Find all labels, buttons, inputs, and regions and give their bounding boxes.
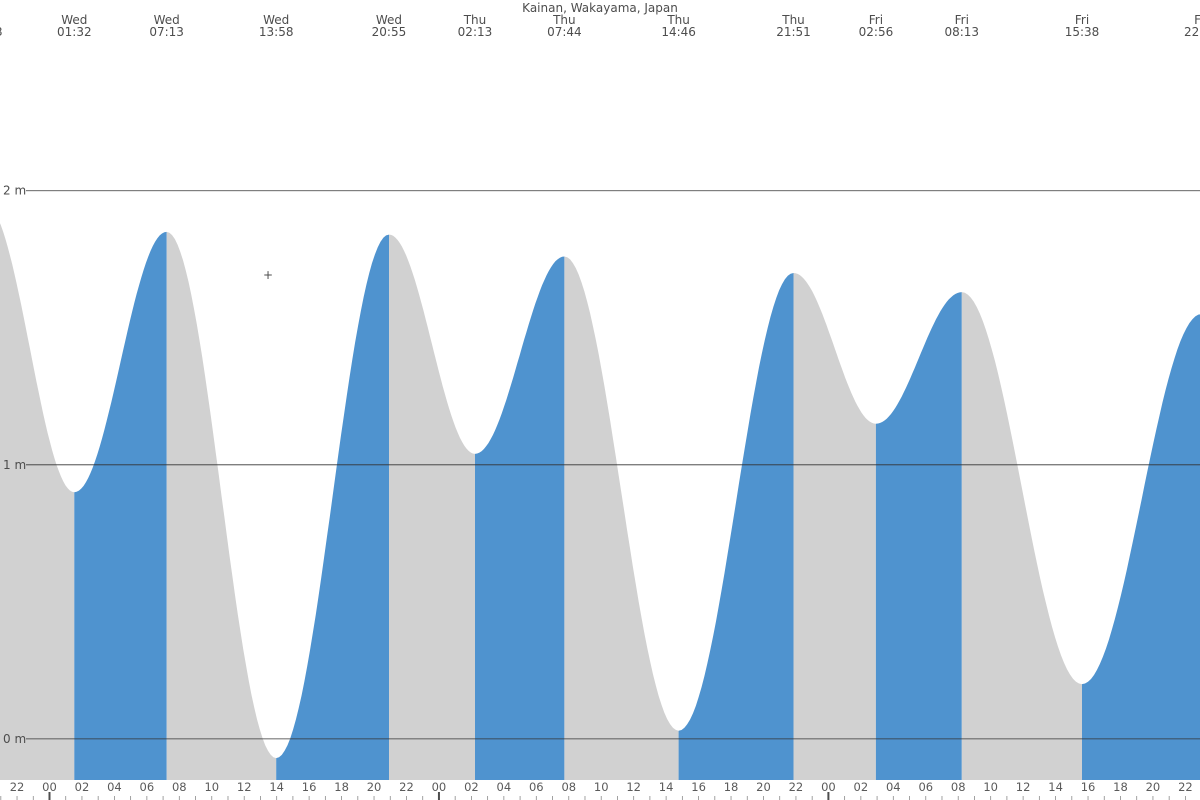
hour-tick-label: 20 xyxy=(756,780,771,794)
cursor-crosshair: + xyxy=(263,268,273,282)
hour-tick-label: 02 xyxy=(464,780,479,794)
extreme-day-label: Fri xyxy=(1075,13,1089,27)
hour-tick-label: 10 xyxy=(983,780,998,794)
level-label: 2 m xyxy=(3,184,26,198)
hour-tick-label: 02 xyxy=(854,780,869,794)
extreme-time-label: 07:13 xyxy=(149,25,184,39)
hour-tick-label: 00 xyxy=(42,780,57,794)
falling-tide-segment xyxy=(793,273,876,780)
extreme-time-label: 22:59 xyxy=(1184,25,1200,39)
hour-tick-label: 12 xyxy=(1016,780,1031,794)
hour-tick-label: 20 xyxy=(367,780,382,794)
extreme-day-label: Wed xyxy=(61,13,87,27)
rising-tide-segment xyxy=(678,273,794,780)
extreme-time-label: 15:38 xyxy=(1065,25,1100,39)
extreme-day-label: Wed xyxy=(263,13,289,27)
hour-tick-label: 06 xyxy=(918,780,933,794)
hour-tick-label: 08 xyxy=(172,780,187,794)
hour-tick-label: 10 xyxy=(594,780,609,794)
tide-fill-layer xyxy=(0,223,1200,781)
hour-tick-label: 16 xyxy=(691,780,706,794)
hour-tick-label: 12 xyxy=(237,780,252,794)
extreme-day-label: Thu xyxy=(463,13,487,27)
hour-tick-label: 14 xyxy=(269,780,284,794)
extreme-time-label: 20:55 xyxy=(372,25,407,39)
extreme-day-label: Fri xyxy=(1194,13,1200,27)
hour-tick-label: 00 xyxy=(432,780,447,794)
rising-tide-segment xyxy=(475,256,565,780)
hour-tick-label: 16 xyxy=(1081,780,1096,794)
hour-tick-label: 20 xyxy=(1146,780,1161,794)
extreme-label-layer: Tue20:03Wed01:32Wed07:13Wed13:58Wed20:55… xyxy=(0,13,1200,39)
extreme-time-label: 02:13 xyxy=(458,25,493,39)
chart-title: Kainan, Wakayama, Japan xyxy=(522,1,678,15)
falling-tide-segment xyxy=(564,256,679,780)
extreme-time-label: 14:46 xyxy=(661,25,696,39)
hour-tick-label: 00 xyxy=(821,780,836,794)
extreme-day-label: Thu xyxy=(781,13,805,27)
extreme-day-label: Wed xyxy=(154,13,180,27)
hour-tick-label: 04 xyxy=(886,780,901,794)
hour-tick-label: 16 xyxy=(302,780,317,794)
extreme-time-label: 21:51 xyxy=(776,25,811,39)
falling-tide-segment xyxy=(961,292,1082,780)
rising-tide-segment xyxy=(276,234,389,781)
extreme-day-label: Wed xyxy=(376,13,402,27)
extreme-time-label: 08:13 xyxy=(944,25,979,39)
falling-tide-segment xyxy=(166,231,277,780)
hour-tick-label: 22 xyxy=(1178,780,1193,794)
extreme-time-label: 13:58 xyxy=(259,25,294,39)
hour-tick-label: 18 xyxy=(724,780,739,794)
hour-tick-label: 12 xyxy=(626,780,641,794)
extreme-day-label: Fri xyxy=(869,13,883,27)
extreme-time-label: 20:03 xyxy=(0,25,3,39)
hour-tick-label: 08 xyxy=(561,780,576,794)
hour-tick-label: 14 xyxy=(1048,780,1063,794)
hour-tick-label: 06 xyxy=(529,780,544,794)
hour-tick-label: 08 xyxy=(951,780,966,794)
hour-tick-label: 18 xyxy=(1113,780,1128,794)
hour-tick-label: 04 xyxy=(497,780,512,794)
hour-tick-label: 18 xyxy=(334,780,349,794)
extreme-day-label: Thu xyxy=(666,13,690,27)
hour-tick-label: 14 xyxy=(659,780,674,794)
hour-tick-label: 04 xyxy=(107,780,122,794)
level-label: 1 m xyxy=(3,458,26,472)
rising-tide-segment xyxy=(875,292,962,780)
falling-tide-segment xyxy=(0,223,75,780)
hour-tick-label: 10 xyxy=(204,780,219,794)
rising-tide-segment xyxy=(1082,314,1200,780)
extreme-time-label: 07:44 xyxy=(547,25,582,39)
level-label: 0 m xyxy=(3,732,26,746)
rising-tide-segment xyxy=(74,231,167,780)
gridline-layer: 0 m 1 m 2 m xyxy=(3,184,1200,746)
extreme-time-label: 01:32 xyxy=(57,25,92,39)
hour-tick-label: 22 xyxy=(789,780,804,794)
falling-tide-segment xyxy=(389,234,475,781)
extreme-day-label: Thu xyxy=(552,13,576,27)
hour-tick-label: 06 xyxy=(140,780,155,794)
hour-tick-label: 02 xyxy=(75,780,90,794)
hour-axis: 22 00 02 04 06 08 10 12 14 16 18 20 22 00 02 04 06 08 10 12… xyxy=(0,780,1193,800)
hour-tick-label: 22 xyxy=(399,780,414,794)
extreme-time-label: 02:56 xyxy=(859,25,894,39)
extreme-day-label: Fri xyxy=(955,13,969,27)
hour-tick-label: 22 xyxy=(10,780,25,794)
